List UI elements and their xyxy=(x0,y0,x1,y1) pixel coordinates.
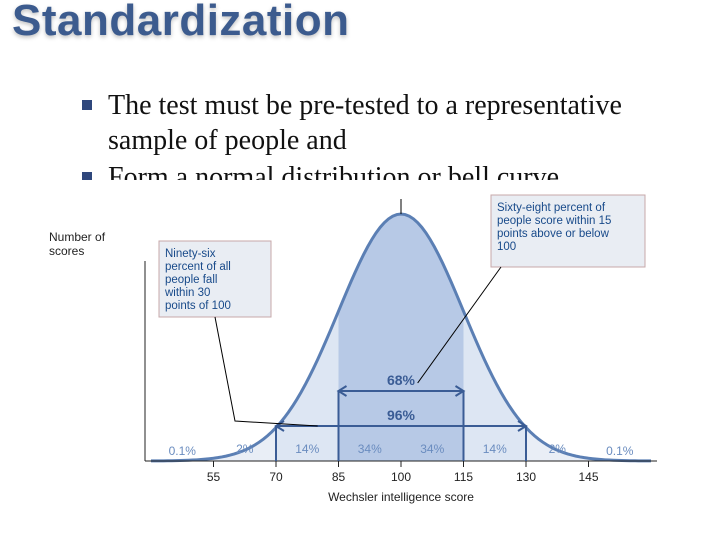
svg-text:130: 130 xyxy=(516,470,536,484)
svg-text:percent of all: percent of all xyxy=(165,261,231,273)
svg-text:145: 145 xyxy=(578,470,598,484)
svg-text:70: 70 xyxy=(269,470,283,484)
svg-text:14%: 14% xyxy=(295,442,319,456)
svg-text:55: 55 xyxy=(207,470,221,484)
svg-text:34%: 34% xyxy=(420,442,444,456)
svg-text:people fall: people fall xyxy=(165,274,217,286)
bell-curve-chart: 55 70 85 100 115 130 145 Wechsler intelligence … xyxy=(40,180,682,517)
svg-text:Ninety-six: Ninety-six xyxy=(165,248,216,260)
svg-text:2%: 2% xyxy=(236,442,254,456)
svg-text:within 30: within 30 xyxy=(164,287,210,299)
svg-text:Number of: Number of xyxy=(49,230,106,244)
svg-text:Sixty-eight percent of: Sixty-eight percent of xyxy=(497,202,606,214)
svg-text:68%: 68% xyxy=(387,372,416,388)
svg-text:Wechsler intelligence score: Wechsler intelligence score xyxy=(328,490,474,504)
svg-text:points of 100: points of 100 xyxy=(165,300,231,312)
bullet-item: The test must be pre-tested to a represe… xyxy=(82,88,692,158)
slide-title: Standardization xyxy=(12,0,350,46)
svg-text:96%: 96% xyxy=(387,407,416,423)
svg-text:0.1%: 0.1% xyxy=(606,444,634,458)
svg-text:100: 100 xyxy=(391,470,411,484)
svg-text:34%: 34% xyxy=(358,442,382,456)
svg-text:people score within 15: people score within 15 xyxy=(497,215,611,227)
svg-text:14%: 14% xyxy=(483,442,507,456)
svg-text:0.1%: 0.1% xyxy=(169,444,197,458)
svg-text:points above or below: points above or below xyxy=(497,228,610,240)
svg-text:115: 115 xyxy=(454,470,473,484)
svg-text:scores: scores xyxy=(49,244,84,258)
svg-text:2%: 2% xyxy=(549,442,567,456)
svg-text:100: 100 xyxy=(497,241,516,253)
svg-text:85: 85 xyxy=(332,470,346,484)
